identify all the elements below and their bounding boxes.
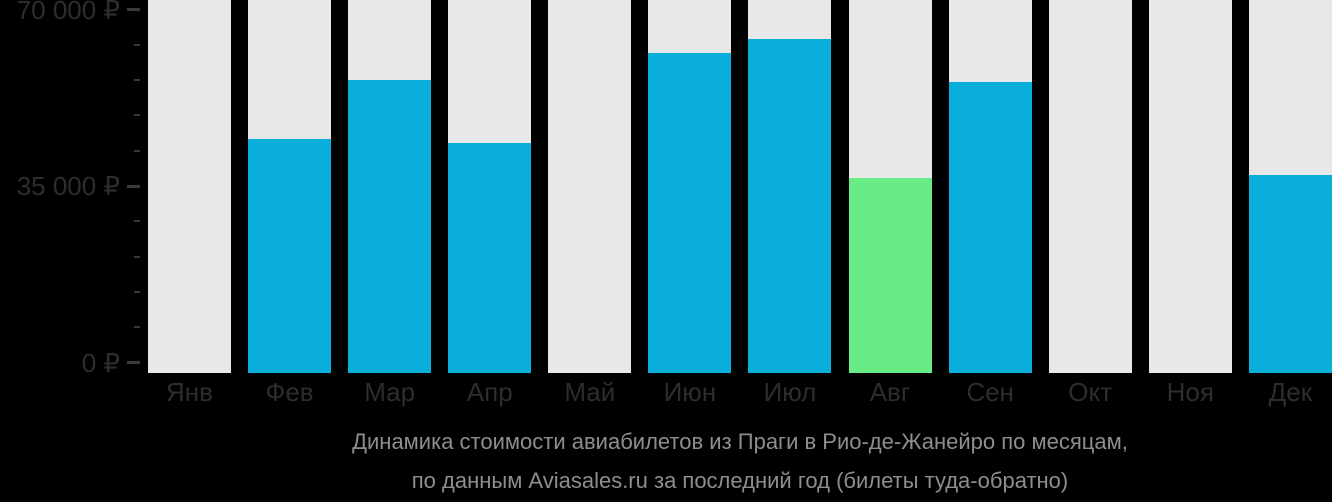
y-axis-major-tick — [127, 361, 140, 364]
y-axis-major-tick — [127, 184, 140, 188]
bar-value[interactable] — [1248, 175, 1332, 373]
y-axis-major-tick — [127, 8, 140, 11]
chart-caption: Динамика стоимости авиабилетов из Праги … — [148, 428, 1332, 495]
x-axis-label: Ноя — [1166, 377, 1214, 407]
y-axis-minor-tick — [134, 79, 140, 82]
x-axis-label: Июл — [763, 377, 817, 407]
x-axis-label: Май — [564, 377, 616, 407]
bar-value[interactable] — [748, 39, 832, 373]
bar-column[interactable] — [1048, 0, 1132, 373]
y-axis-minor-tick — [134, 255, 140, 258]
caption-line-1: Динамика стоимости авиабилетов из Праги … — [352, 429, 1128, 454]
x-axis-label: Фев — [265, 377, 314, 407]
x-axis-label: Авг — [869, 377, 911, 407]
bar-column[interactable] — [748, 0, 832, 373]
y-axis-minor-tick — [134, 220, 140, 223]
bar-track — [148, 0, 231, 373]
x-axis-label: Окт — [1068, 377, 1113, 407]
bar-column[interactable] — [848, 0, 932, 373]
x-axis-label: Сен — [966, 377, 1014, 407]
bar-track — [1148, 0, 1232, 373]
x-axis-label: Июн — [663, 377, 717, 407]
bar-column[interactable] — [1148, 0, 1232, 373]
bar-column[interactable] — [1248, 0, 1332, 373]
x-axis-label: Мар — [364, 377, 416, 407]
bar-value[interactable] — [248, 139, 332, 373]
bar-value[interactable] — [448, 143, 532, 373]
y-axis-minor-tick — [134, 114, 140, 117]
y-axis-label: 70 000 ₽ — [16, 0, 120, 25]
y-axis-label: 35 000 ₽ — [16, 171, 120, 201]
bar-column[interactable] — [148, 0, 231, 373]
bar-value[interactable] — [648, 53, 732, 373]
bar-column[interactable] — [648, 0, 732, 373]
caption-line-2: по данным Aviasales.ru за последний год … — [411, 468, 1069, 493]
y-axis-label: 0 ₽ — [81, 347, 120, 378]
bar-column[interactable] — [548, 0, 632, 373]
bars-area — [148, 0, 1332, 373]
bar-column[interactable] — [448, 0, 532, 373]
y-axis-minor-tick — [134, 149, 140, 152]
bar-value[interactable] — [348, 80, 432, 373]
x-axis-label: Янв — [166, 377, 213, 407]
y-axis-minor-tick — [134, 43, 140, 46]
y-axis-minor-tick — [134, 290, 140, 293]
x-axis-label: Дек — [1268, 377, 1313, 407]
bar-column[interactable] — [248, 0, 332, 373]
x-axis-label: Апр — [466, 377, 513, 407]
bar-column[interactable] — [948, 0, 1032, 373]
bar-column[interactable] — [348, 0, 432, 373]
y-axis-minor-tick — [134, 326, 140, 329]
y-axis: 70 000 ₽ 35 000 ₽ 0 ₽ — [0, 0, 148, 378]
x-axis: Янв Фев Мар Апр Май Июн Июл Авг Сен Окт Ноя Дек — [148, 377, 1332, 407]
bar-track — [1048, 0, 1132, 373]
bar-track — [548, 0, 632, 373]
bar-value-highlight[interactable] — [848, 178, 932, 373]
bar-value[interactable] — [948, 82, 1032, 373]
